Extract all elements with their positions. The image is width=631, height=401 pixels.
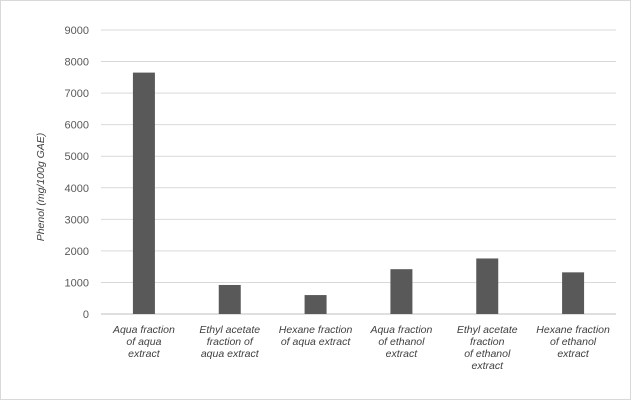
x-category-label-line: of aqua — [126, 336, 161, 348]
x-category-label: Aqua fraction of ethanol extract — [369, 324, 432, 360]
x-category-label: Ethyl acetate fraction of ethanol extract — [457, 324, 518, 372]
x-category-label-line: extract — [386, 348, 419, 360]
x-category-label-line: of ethanol — [378, 336, 425, 348]
x-category-label-line: fraction — [470, 336, 505, 348]
x-category-label-line: Hexane fraction — [536, 324, 610, 336]
x-category-label-line: aqua extract — [201, 348, 260, 360]
y-tick-label: 0 — [83, 309, 89, 321]
gridlines — [101, 29, 616, 315]
y-tick-label: 5000 — [65, 151, 89, 163]
bar — [562, 272, 585, 314]
y-axis-label: Phenol (mg/100g GAE) — [35, 133, 47, 242]
x-category-label-line: Ethyl acetate — [457, 324, 518, 336]
bar — [218, 284, 241, 314]
x-category-label: Hexane fraction of aqua extract — [279, 324, 353, 348]
bar — [132, 72, 155, 314]
x-category-label: Hexane fraction of ethanol extract — [536, 324, 610, 360]
x-category-label-line: of ethanol — [550, 336, 597, 348]
y-tick-label: 4000 — [65, 183, 89, 195]
bar — [304, 295, 327, 314]
x-category-label: Aqua fraction of aqua extract — [112, 324, 175, 360]
x-category-label-line: of aqua extract — [281, 336, 352, 348]
x-category-label-line: of ethanol — [464, 348, 511, 360]
x-category-label-line: fraction of — [207, 336, 254, 348]
bar — [476, 258, 499, 314]
y-tick-label: 1000 — [65, 277, 89, 289]
y-tick-label: 6000 — [65, 120, 89, 132]
x-category-label-line: Ethyl acetate — [199, 324, 260, 336]
x-category-label-line: Aqua fraction — [369, 324, 432, 336]
x-category-label-line: Hexane fraction — [279, 324, 353, 336]
bars — [132, 72, 585, 314]
y-tick-label: 9000 — [65, 25, 89, 37]
x-category-label-line: extract — [557, 348, 590, 360]
x-category-label-line: extract — [128, 348, 161, 360]
x-category-label-line: Aqua fraction — [112, 324, 175, 336]
y-tick-label: 8000 — [65, 57, 89, 69]
x-category-label-line: extract — [471, 360, 504, 372]
y-tick-label: 7000 — [65, 88, 89, 100]
y-tick-label: 3000 — [65, 214, 89, 226]
x-category-label: Ethyl acetate fraction of aqua extract — [199, 324, 260, 360]
y-tick-label: 2000 — [65, 246, 89, 258]
y-tick-labels: 0 1000 2000 3000 4000 5000 6000 7000 8000 9000 — [65, 25, 89, 321]
bar — [390, 269, 413, 314]
